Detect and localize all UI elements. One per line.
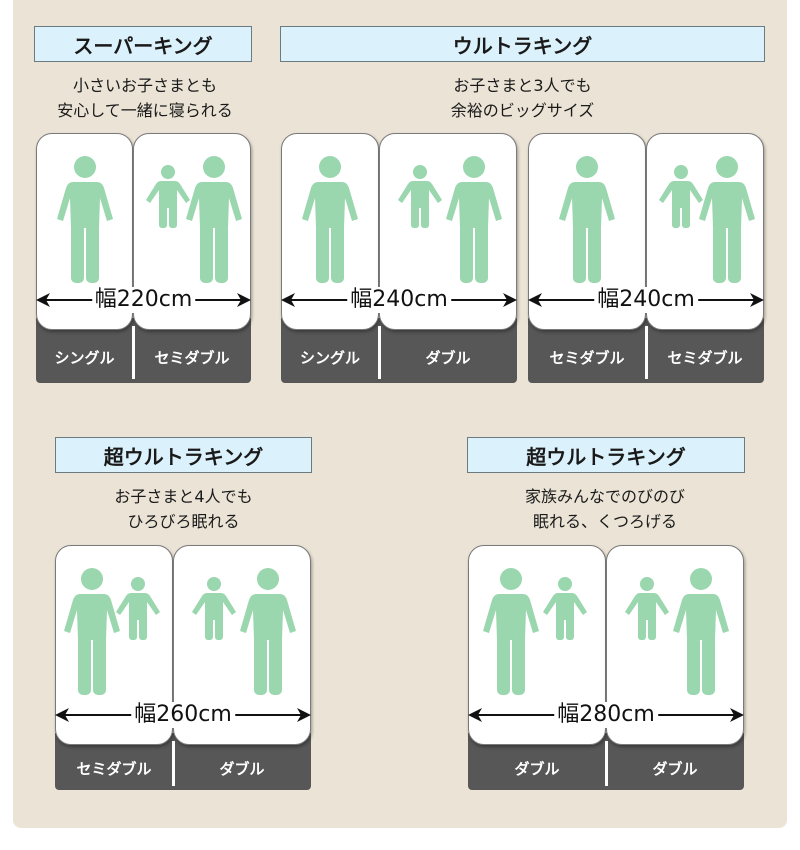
bed-type-label: シングル bbox=[299, 348, 360, 367]
adult-figure-icon bbox=[444, 156, 504, 287]
child-figure-icon bbox=[115, 577, 161, 644]
bed-type-label: セミダブル bbox=[549, 348, 625, 367]
width-label: 幅260cm bbox=[131, 702, 235, 728]
child-figure-icon bbox=[191, 577, 237, 644]
base-divider bbox=[645, 326, 648, 379]
width-label: 幅240cm bbox=[347, 287, 451, 313]
bed-type-label: ダブル bbox=[425, 348, 471, 367]
bed-type-label: ダブル bbox=[219, 759, 265, 778]
group-caption: お子さまと4人でも ひろびろ眠れる bbox=[55, 484, 312, 534]
caption-line: お子さまと4人でも bbox=[114, 487, 253, 506]
child-figure-icon bbox=[624, 577, 670, 644]
bed-type-label: ダブル bbox=[514, 759, 560, 778]
caption-line: 余裕のビッグサイズ bbox=[450, 101, 595, 120]
adult-figure-icon bbox=[55, 156, 115, 287]
group-caption: お子さまと3人でも 余裕のビッグサイズ bbox=[280, 73, 765, 123]
adult-figure-icon bbox=[238, 568, 298, 699]
bed-type-label: セミダブル bbox=[76, 759, 152, 778]
caption-line: ひろびろ眠れる bbox=[127, 512, 240, 531]
group-title: スーパーキング bbox=[34, 26, 252, 62]
caption-line: 家族みんなでのびのび bbox=[524, 487, 685, 506]
adult-figure-icon bbox=[671, 568, 731, 699]
bed-type-label: ダブル bbox=[652, 759, 698, 778]
bed-type-label: セミダブル bbox=[154, 348, 230, 367]
width-label: 幅220cm bbox=[91, 287, 196, 313]
group-caption: 家族みんなでのびのび 眠れる、くつろげる bbox=[440, 484, 770, 534]
adult-figure-icon bbox=[481, 568, 541, 699]
group-title: 超ウルトラキング bbox=[55, 437, 312, 473]
adult-figure-icon bbox=[557, 156, 617, 287]
base-divider bbox=[132, 326, 135, 379]
child-figure-icon bbox=[145, 165, 191, 232]
adult-figure-icon bbox=[184, 156, 244, 287]
bed-type-label: シングル bbox=[54, 348, 115, 367]
base-divider bbox=[605, 741, 608, 786]
caption-line: お子さまと3人でも bbox=[453, 76, 592, 95]
child-figure-icon bbox=[397, 165, 443, 232]
group-caption: 小さいお子さまとも 安心して一緒に寝られる bbox=[20, 73, 270, 123]
adult-figure-icon bbox=[300, 156, 360, 287]
caption-line: 小さいお子さまとも bbox=[72, 76, 217, 95]
base-divider bbox=[172, 741, 175, 786]
child-figure-icon bbox=[542, 577, 588, 644]
width-label: 幅240cm bbox=[594, 287, 698, 313]
bed-type-label: セミダブル bbox=[667, 348, 743, 367]
base-divider bbox=[378, 326, 381, 379]
group-title: ウルトラキング bbox=[280, 26, 765, 62]
adult-figure-icon bbox=[62, 568, 122, 699]
child-figure-icon bbox=[658, 165, 704, 232]
caption-line: 眠れる、くつろげる bbox=[532, 512, 677, 531]
caption-line: 安心して一緒に寝られる bbox=[57, 101, 233, 120]
group-title: 超ウルトラキング bbox=[467, 437, 745, 473]
width-label: 幅280cm bbox=[554, 702, 658, 728]
adult-figure-icon bbox=[697, 156, 757, 287]
